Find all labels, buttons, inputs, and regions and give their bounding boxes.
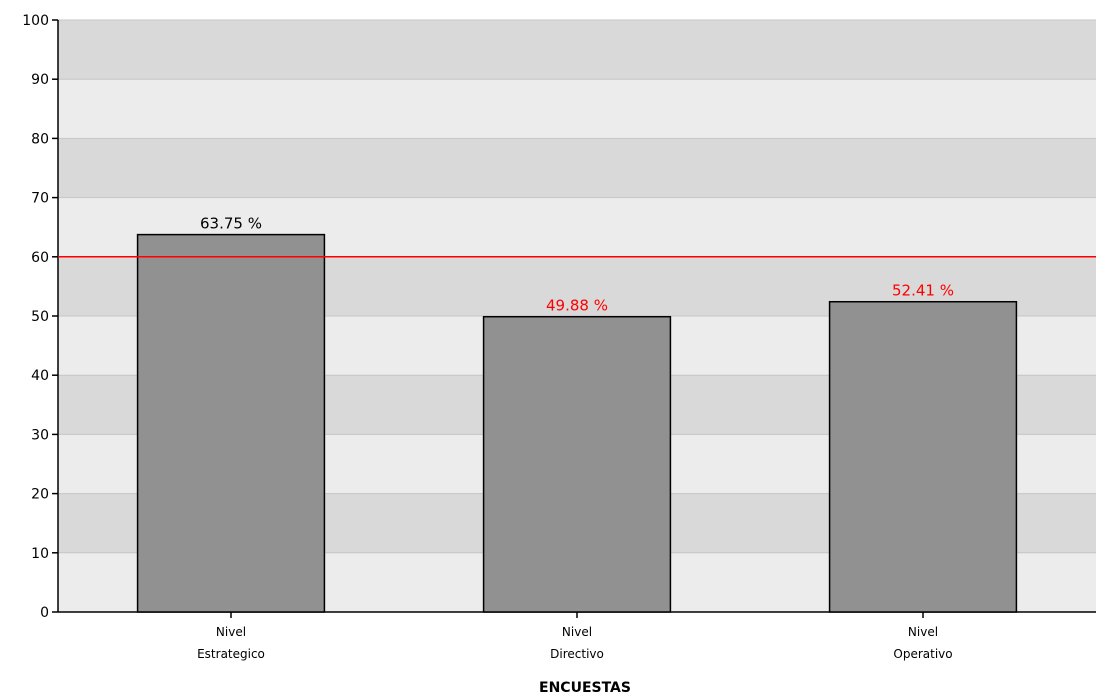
x-tick-label: Nivel	[908, 625, 938, 639]
y-tick-label: 50	[31, 309, 49, 325]
data-labels: 63.75 % 49.88 % 52.41 %	[200, 215, 954, 315]
bar	[828, 300, 1018, 613]
x-tick-label: Estrategico	[197, 647, 265, 661]
x-axis-label: ENCUESTAS	[539, 680, 631, 696]
y-tick-label: 100	[22, 13, 49, 29]
bars	[136, 233, 1018, 613]
data-label: 52.41 %	[892, 282, 954, 300]
data-label: 49.88 %	[546, 297, 608, 315]
y-tick-label: 20	[31, 487, 49, 503]
background-band	[58, 79, 1096, 139]
x-tick-label: Directivo	[550, 647, 604, 661]
bar	[482, 315, 672, 613]
y-tick-label: 60	[31, 250, 49, 266]
x-axis-categories: Nivel Estrategico Nivel Directivo Nivel Opera…	[197, 612, 953, 661]
x-tick-label: Nivel	[216, 625, 246, 639]
bar	[136, 233, 326, 613]
x-tick-label: Nivel	[562, 625, 592, 639]
data-label: 63.75 %	[200, 215, 262, 233]
y-tick-label: 80	[31, 131, 49, 147]
y-axis-ticks: 0 10 20 30 40 50 60 70 80 90 100	[22, 13, 58, 621]
y-tick-label: 30	[31, 427, 49, 443]
y-tick-label: 70	[31, 191, 49, 207]
background-band	[58, 138, 1096, 198]
y-tick-label: 10	[31, 546, 49, 562]
y-tick-label: 40	[31, 368, 49, 384]
y-tick-label: 90	[31, 72, 49, 88]
background-band	[58, 20, 1096, 80]
y-tick-label: 0	[40, 605, 49, 621]
x-tick-label: Operativo	[893, 647, 952, 661]
